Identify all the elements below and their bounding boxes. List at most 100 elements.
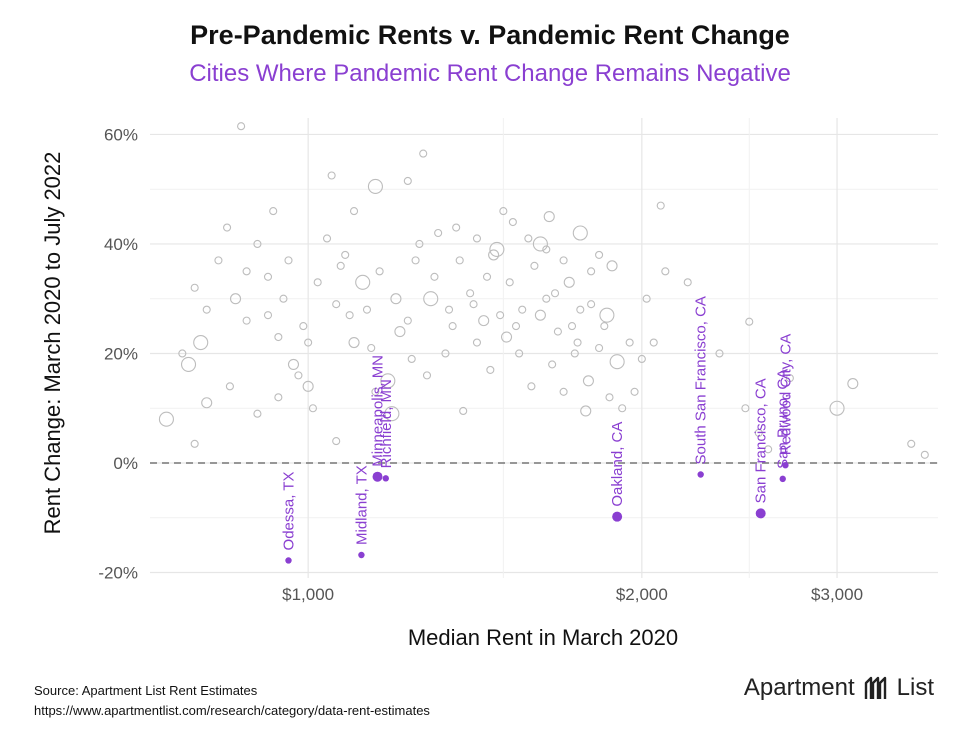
- background-point: [225, 382, 234, 391]
- background-point: [284, 256, 293, 265]
- y-tick-label: 60%: [104, 125, 138, 144]
- x-tick-label: $2,000: [616, 585, 668, 604]
- background-point: [518, 305, 527, 314]
- background-point: [349, 207, 359, 216]
- background-point: [829, 400, 845, 416]
- background-point: [434, 228, 443, 238]
- apartment-list-logo-icon: [864, 676, 886, 699]
- background-point: [472, 234, 482, 243]
- background-point: [384, 406, 400, 422]
- background-point: [193, 334, 209, 351]
- background-point: [302, 380, 314, 392]
- background-point: [524, 234, 533, 243]
- background-point: [649, 338, 658, 347]
- background-point: [253, 409, 262, 418]
- background-point: [403, 176, 412, 186]
- highlighted-point: [782, 461, 789, 469]
- background-point: [478, 315, 490, 327]
- chart-title: Pre-Pandemic Rents v. Pandemic Rent Chan…: [190, 20, 790, 50]
- background-point: [279, 294, 288, 303]
- highlighted-point: [285, 557, 292, 564]
- y-tick-label: -20%: [98, 564, 138, 583]
- background-point: [499, 207, 508, 216]
- background-point: [332, 300, 341, 309]
- background-point: [430, 272, 439, 281]
- background-point: [322, 234, 332, 243]
- background-point: [637, 354, 646, 364]
- background-point: [294, 371, 303, 380]
- background-point: [488, 249, 500, 261]
- background-point: [542, 294, 551, 303]
- background-point: [178, 349, 187, 358]
- background-point: [336, 261, 345, 270]
- background-point: [202, 305, 211, 314]
- background-point: [642, 294, 651, 303]
- background-point: [505, 278, 514, 287]
- background-point: [511, 322, 521, 331]
- background-point: [543, 211, 555, 223]
- y-tick-label: 20%: [104, 344, 138, 363]
- background-point: [764, 445, 773, 454]
- background-point: [423, 291, 439, 307]
- background-point: [576, 305, 585, 314]
- background-point: [390, 293, 402, 305]
- background-point: [448, 322, 457, 331]
- highlighted-points: [285, 461, 789, 564]
- background-point: [630, 387, 639, 396]
- background-point: [345, 311, 354, 320]
- highlighted-point: [697, 471, 704, 478]
- background-point: [582, 375, 594, 387]
- background-point: [587, 300, 596, 309]
- background-point: [452, 223, 461, 232]
- background-point: [274, 332, 283, 342]
- brand-name-right: List: [896, 674, 934, 701]
- background-point: [609, 354, 625, 370]
- background-point: [411, 256, 420, 265]
- background-point: [190, 439, 199, 448]
- source-url[interactable]: https://www.apartmentlist.com/research/c…: [34, 703, 430, 718]
- background-point: [534, 309, 546, 321]
- background-point: [253, 239, 262, 249]
- background-point: [371, 387, 380, 396]
- highlighted-point-label: Midland, TX: [353, 465, 370, 545]
- background-point: [595, 250, 604, 259]
- y-axis-ticks: -20% 0% 20% 40% 60%: [98, 125, 138, 582]
- background-point: [327, 171, 336, 180]
- background-point: [269, 207, 278, 216]
- background-point: [567, 322, 577, 331]
- background-point: [587, 267, 596, 276]
- background-point: [180, 356, 197, 372]
- background-point: [486, 365, 495, 374]
- background-point: [496, 311, 505, 320]
- background-point: [242, 316, 251, 325]
- background-point: [422, 371, 432, 380]
- background-point: [223, 223, 232, 232]
- background-point: [745, 317, 754, 326]
- background-point: [455, 256, 464, 265]
- background-point: [407, 354, 416, 364]
- source-text: Source: Apartment List Rent Estimates: [34, 683, 258, 698]
- background-point: [444, 305, 454, 314]
- highlighted-point-label: Oakland, CA: [609, 422, 626, 507]
- background-point: [313, 278, 322, 287]
- background-point: [600, 322, 609, 331]
- background-point: [214, 256, 223, 265]
- highlighted-point-label: San Bruno, CA: [775, 369, 792, 469]
- background-point: [201, 397, 213, 409]
- background-point: [847, 378, 859, 390]
- background-point: [550, 289, 560, 298]
- background-point: [570, 349, 579, 358]
- background-point: [237, 122, 246, 131]
- background-point: [355, 274, 371, 290]
- background-point: [907, 439, 916, 448]
- background-point: [500, 331, 513, 343]
- background-point: [242, 267, 251, 276]
- chart-subtitle: Cities Where Pandemic Rent Change Remain…: [189, 60, 791, 87]
- background-point: [158, 411, 174, 427]
- background-point: [527, 382, 536, 391]
- background-point: [308, 404, 317, 413]
- highlighted-point-label: Minneapolis, MN: [370, 355, 387, 467]
- background-point: [190, 283, 199, 292]
